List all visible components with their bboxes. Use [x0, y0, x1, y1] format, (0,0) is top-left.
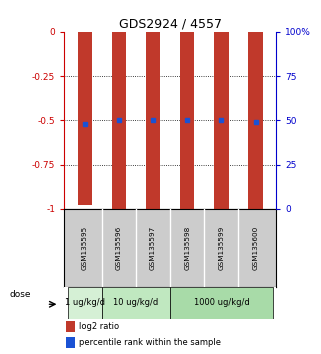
Text: GSM135596: GSM135596	[116, 226, 122, 270]
Bar	[214, 32, 229, 209]
Text: GSM135597: GSM135597	[150, 226, 156, 270]
Text: percentile rank within the sample: percentile rank within the sample	[79, 338, 221, 347]
Text: GSM135598: GSM135598	[184, 226, 190, 270]
Bar	[180, 32, 195, 209]
Bar	[68, 287, 102, 319]
Text: GSM135595: GSM135595	[82, 226, 88, 270]
Text: 1 ug/kg/d: 1 ug/kg/d	[65, 298, 105, 307]
Text: GSM135599: GSM135599	[218, 226, 224, 270]
Bar	[248, 32, 263, 209]
Bar	[170, 287, 273, 319]
Text: dose: dose	[10, 290, 31, 299]
Bar	[78, 32, 92, 205]
Bar	[66, 337, 75, 348]
Bar	[66, 321, 75, 332]
Text: log2 ratio: log2 ratio	[79, 322, 119, 331]
Text: 10 ug/kg/d: 10 ug/kg/d	[113, 298, 159, 307]
Title: GDS2924 / 4557: GDS2924 / 4557	[119, 18, 221, 31]
Bar	[102, 287, 170, 319]
Text: 1000 ug/kg/d: 1000 ug/kg/d	[194, 298, 249, 307]
Bar	[112, 32, 126, 209]
Text: GSM135600: GSM135600	[253, 226, 258, 270]
Bar	[146, 32, 160, 209]
